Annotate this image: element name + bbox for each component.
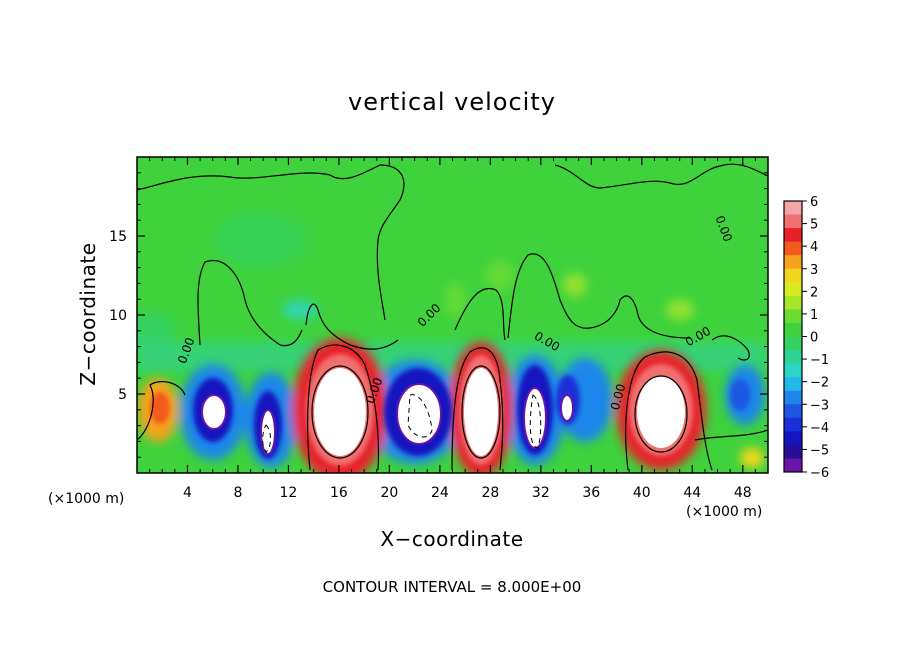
contour-line [711,335,750,361]
x-tick-label: 24 [431,485,449,501]
colorbar-swatch [784,309,802,324]
colorbar-label: −6 [810,466,829,481]
colorbar-label: −5 [810,443,829,458]
contour-line [451,347,504,471]
field-layer [137,163,768,473]
contour-label: 0.00 [608,382,628,411]
contour-line [137,164,405,321]
colorbar-swatch [784,201,802,216]
contour-line-negative [529,394,542,449]
updraft-core [150,392,170,424]
colorbar-swatch [784,228,802,243]
colorbar-swatch [784,377,802,392]
field-blob [215,212,305,268]
colorbar-swatch [784,431,802,446]
colorbar-swatch [784,336,802,351]
x-tick-label: 4 [183,485,192,501]
colorbar-label: 3 [810,263,818,278]
colorbar-swatch [784,404,802,419]
downdraft-white-core [201,394,227,430]
colorbar-label: 0 [810,331,818,346]
downdraft-white-core [260,409,276,455]
x-tick-label: 32 [532,485,550,501]
contour-lines [137,163,768,471]
x-axis-label: X−coordinate [380,527,524,551]
colorbar-swatch [784,214,802,229]
field-blob [137,312,175,348]
contour-line [305,303,399,350]
colorbar-label: −1 [810,353,829,368]
colorbar-label: −4 [810,421,829,436]
x-tick-label: 28 [481,485,499,501]
contour-line [507,253,691,339]
field-blob [666,300,694,320]
x-tick-label: 16 [330,485,348,501]
y-tick-label: 10 [109,308,127,324]
field-blob [563,273,587,297]
field-blob [485,260,515,290]
colorbar-label: −3 [810,398,829,413]
contour-line [311,365,369,459]
x-unit-left: (×1000 m) [48,491,125,507]
colorbar-swatch [784,268,802,283]
x-tick-label: 20 [380,485,398,501]
x-tick-label: 36 [582,485,600,501]
colorbar-label: 6 [810,195,818,210]
x-tick-label: 48 [734,485,752,501]
field-blob [445,282,465,318]
colorbar-label: 2 [810,285,818,300]
field-blob [282,300,318,320]
colorbar-swatch [784,444,802,459]
colorbar-label: 1 [810,308,818,323]
contour-line [307,344,380,471]
contour-line [694,429,768,441]
colorbar-label: 4 [810,240,818,255]
downdraft-white-core [560,394,574,422]
colorbar-swatch [784,241,802,256]
colorbar-swatch [784,255,802,270]
y-axis-ticks: 5 10 15 [109,172,768,458]
updraft-white-core [637,376,685,448]
contour-line [625,351,713,471]
x-tick-label: 44 [683,485,701,501]
contour-line-negative [262,424,271,453]
x-axis-ticks: 4 8 12 16 20 24 28 32 36 40 44 48 [149,157,756,501]
colorbar-swatch [784,295,802,310]
contour-line [137,381,186,441]
colorbar-swatch [784,282,802,297]
contour-line [461,365,501,459]
colorbar: 6 5 4 3 2 1 0 −1 −2 −3 −4 −5 −6 [783,195,829,481]
negative-contours [262,394,542,453]
colorbar-swatch [784,350,802,365]
colorbar-label: 5 [810,218,818,233]
x-tick-label: 8 [233,485,242,501]
y-tick-label: 5 [118,387,127,403]
contour-line-negative [407,394,433,438]
contour-line [197,260,303,347]
x-unit-right: (×1000 m) [686,504,763,520]
contour-interval-note: CONTOUR INTERVAL = 8.000E+00 [322,578,582,596]
colorbar-swatch [784,322,802,337]
contour-line [554,163,768,189]
chart-title: vertical velocity [348,88,556,116]
colorbar-swatch [784,390,802,405]
colorbar-swatch [784,417,802,432]
colorbar-label: −2 [810,376,829,391]
downdraft-core [730,379,750,411]
updraft-cell [740,448,764,468]
updraft-white-core [314,368,366,456]
y-tick-label: 15 [109,229,127,245]
x-tick-label: 40 [633,485,651,501]
contour-line [454,287,506,341]
downdraft-white-core [396,383,442,445]
x-tick-label: 12 [280,485,298,501]
colorbar-swatch [784,363,802,378]
colorbar-swatch [784,458,802,473]
contour-line [634,375,688,453]
updraft-white-core [464,368,498,456]
